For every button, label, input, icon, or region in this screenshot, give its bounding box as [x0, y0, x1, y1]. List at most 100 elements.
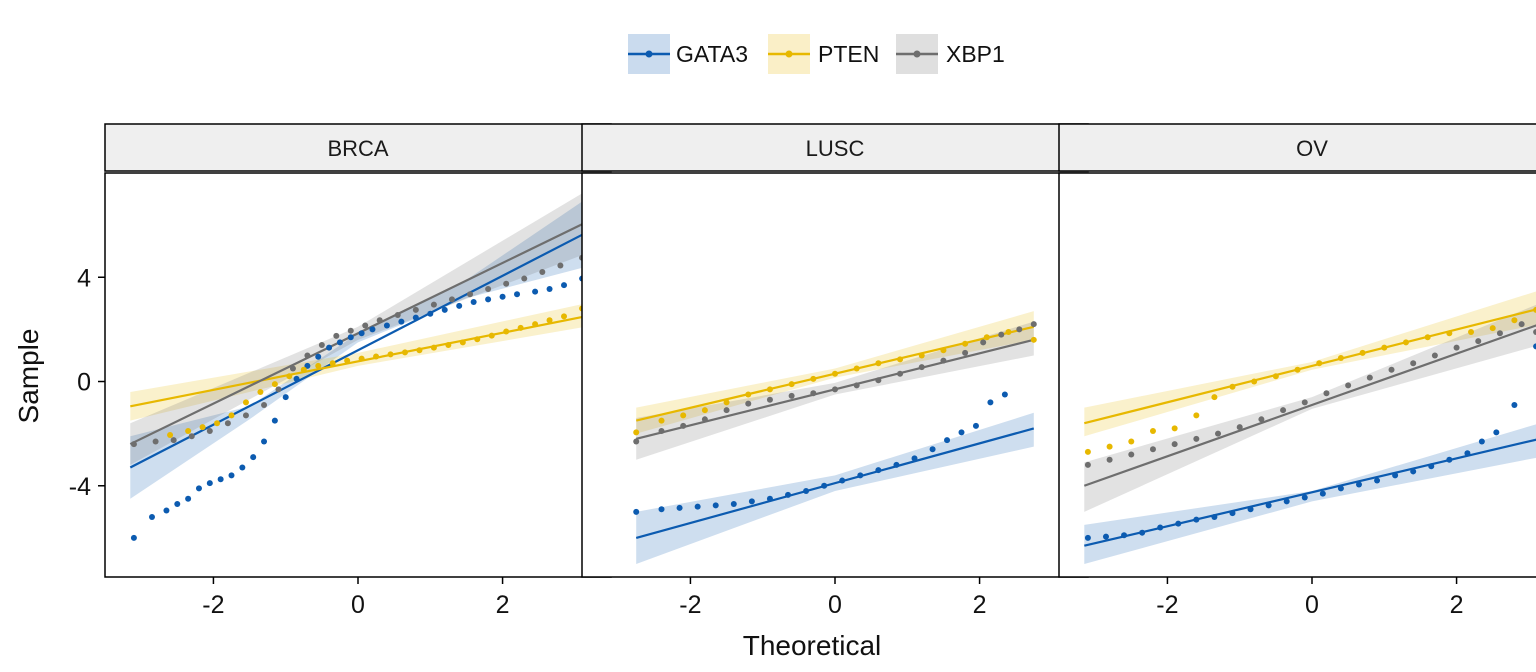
data-point: [1283, 498, 1290, 505]
data-point: [893, 461, 900, 468]
plot-content: [129, 191, 587, 541]
data-point: [1468, 328, 1475, 335]
data-point: [1171, 441, 1178, 448]
y-tick-label: 4: [77, 264, 91, 292]
data-point: [521, 275, 528, 282]
data-point: [532, 288, 539, 295]
data-point: [358, 330, 365, 337]
data-point: [766, 386, 773, 393]
data-point: [1446, 456, 1453, 463]
data-point: [962, 349, 969, 356]
data-point: [1084, 448, 1091, 455]
data-point: [1084, 461, 1091, 468]
data-point: [803, 487, 810, 494]
data-point: [1236, 424, 1243, 431]
plot-area: [1058, 172, 1536, 578]
data-point: [467, 291, 474, 298]
data-point: [1446, 330, 1453, 337]
data-point: [336, 339, 343, 346]
points-xbp1: [633, 321, 1037, 445]
data-point: [980, 339, 987, 346]
data-point: [1001, 391, 1008, 398]
data-point: [427, 310, 434, 317]
data-point: [1272, 373, 1279, 380]
data-point: [387, 351, 394, 358]
data-point: [853, 365, 860, 372]
data-point: [224, 420, 231, 427]
data-point: [1428, 463, 1435, 470]
data-point: [857, 472, 864, 479]
facet-strip-label: OV: [1296, 136, 1328, 161]
data-point: [1084, 534, 1091, 541]
data-point: [412, 306, 419, 313]
data-point: [441, 306, 448, 313]
data-point: [1301, 399, 1308, 406]
data-point: [1280, 407, 1287, 414]
data-point: [1157, 524, 1164, 531]
panel-brca: BRCA -2 0 2 -4 0 4: [69, 123, 612, 619]
data-point: [130, 441, 137, 448]
data-point: [785, 491, 792, 498]
data-point: [242, 412, 249, 419]
data-point: [373, 353, 380, 360]
legend-item-pten: PTEN: [768, 34, 879, 74]
data-point: [300, 366, 307, 373]
data-point: [315, 362, 322, 369]
data-point: [304, 362, 311, 369]
data-point: [633, 508, 640, 515]
data-point: [376, 317, 383, 324]
data-point: [832, 386, 838, 393]
legend-label: XBP1: [946, 41, 1005, 67]
data-point: [723, 399, 730, 406]
data-point: [1323, 390, 1330, 397]
data-point: [329, 360, 336, 367]
data-point: [1193, 412, 1200, 419]
data-point: [998, 331, 1005, 338]
data-point: [958, 429, 965, 436]
y-tick-label: 0: [77, 369, 91, 397]
confidence-band-xbp1: [130, 191, 586, 465]
data-point: [532, 321, 539, 328]
data-point: [1128, 438, 1135, 445]
data-point: [1496, 330, 1503, 337]
facet-strip: [1058, 123, 1536, 172]
data-point: [897, 356, 904, 363]
data-point: [557, 262, 564, 269]
x-tick-label: 0: [351, 591, 365, 619]
data-point: [261, 401, 268, 408]
data-point: [1215, 430, 1222, 437]
data-point: [289, 365, 296, 372]
data-point: [694, 503, 701, 510]
data-point: [839, 477, 846, 484]
data-point: [1211, 394, 1218, 401]
data-point: [546, 317, 553, 324]
data-point: [546, 285, 553, 292]
confidence-band-pten: [1084, 291, 1536, 437]
x-tick-label: -2: [1156, 591, 1178, 619]
data-point: [412, 314, 419, 321]
plot-content: [1083, 291, 1536, 564]
data-point: [470, 299, 477, 306]
data-point: [633, 438, 640, 445]
data-point: [875, 467, 882, 474]
data-point: [1533, 343, 1536, 350]
data-point: [488, 332, 495, 339]
facet-strip: [581, 123, 1089, 172]
data-point: [326, 344, 333, 351]
data-point: [676, 504, 683, 511]
data-point: [1511, 401, 1518, 408]
data-point: [832, 370, 838, 377]
data-point: [503, 280, 510, 287]
data-point: [401, 349, 408, 356]
data-point: [188, 433, 195, 440]
data-point: [788, 392, 795, 399]
data-point: [1005, 328, 1012, 335]
plot-content: [633, 311, 1037, 564]
data-point: [1518, 321, 1525, 328]
data-point: [680, 412, 687, 419]
data-point: [174, 501, 181, 508]
legend-label: PTEN: [818, 41, 879, 67]
data-point: [983, 334, 990, 341]
points-gata3: [130, 275, 586, 541]
data-point: [358, 355, 365, 362]
